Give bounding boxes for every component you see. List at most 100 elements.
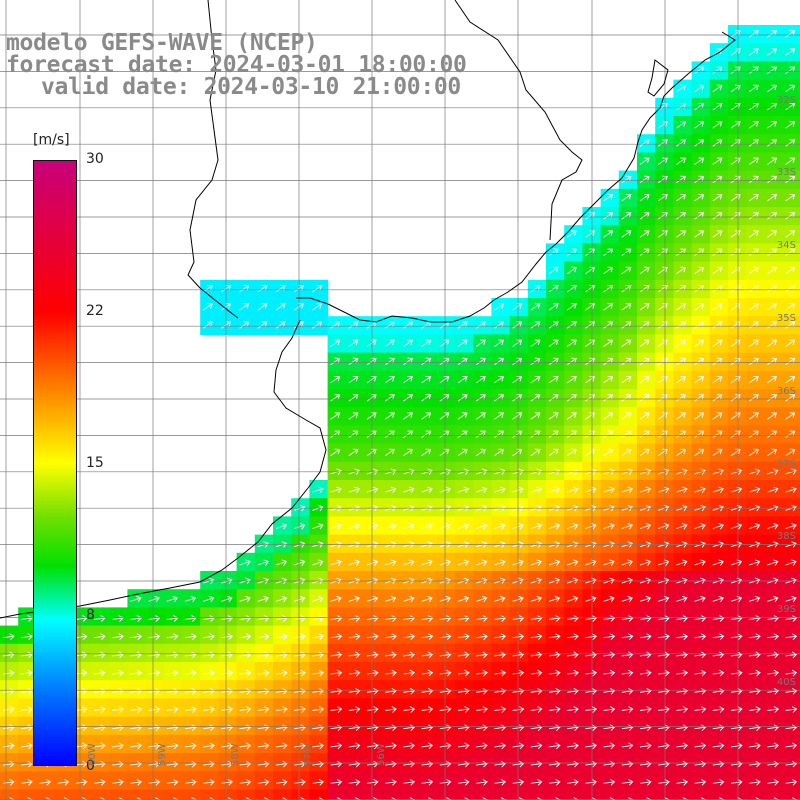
wind-arrow-icon bbox=[257, 760, 270, 768]
wind-speed-cell bbox=[491, 389, 511, 408]
wind-speed-cell bbox=[600, 552, 620, 572]
wind-arrow-icon bbox=[748, 248, 759, 256]
wind-speed-cell bbox=[0, 698, 19, 718]
wind-speed-cell bbox=[546, 370, 565, 390]
wind-speed-cell bbox=[618, 334, 638, 354]
wind-arrow-icon bbox=[275, 577, 288, 585]
wind-arrow-icon bbox=[239, 706, 252, 713]
wind-speed-cell bbox=[673, 662, 693, 681]
wind-arrow-icon bbox=[767, 230, 778, 238]
wind-arrow-icon bbox=[585, 230, 596, 238]
wind-speed-cell bbox=[546, 607, 565, 627]
wind-speed-cell bbox=[746, 643, 765, 663]
wind-arrow-icon bbox=[657, 339, 668, 347]
wind-speed-cell bbox=[655, 225, 674, 244]
wind-speed-cell bbox=[400, 589, 420, 608]
wind-speed-cell bbox=[527, 753, 547, 772]
wind-speed-cell bbox=[764, 370, 784, 390]
wind-speed-cell bbox=[163, 753, 183, 772]
wind-speed-cell bbox=[364, 352, 383, 372]
wind-speed-cell bbox=[655, 170, 674, 190]
wind-arrow-icon bbox=[148, 651, 161, 659]
wind-speed-cell bbox=[618, 261, 638, 281]
wind-arrow-icon bbox=[785, 742, 798, 750]
wind-speed-cell bbox=[0, 680, 19, 699]
wind-speed-cell bbox=[218, 698, 238, 718]
wind-arrow-icon bbox=[566, 284, 577, 293]
wind-arrow-icon bbox=[494, 412, 505, 420]
wind-arrow-icon bbox=[694, 559, 706, 566]
wind-arrow-icon bbox=[585, 357, 596, 366]
wind-speed-cell bbox=[691, 334, 711, 354]
wind-arrow-icon bbox=[421, 669, 434, 677]
wind-speed-cell bbox=[546, 734, 565, 754]
wind-arrow-icon bbox=[421, 724, 434, 732]
wind-arrow-icon bbox=[166, 687, 179, 695]
wind-arrow-icon bbox=[639, 212, 650, 220]
wind-arrow-icon bbox=[712, 48, 723, 56]
wind-arrow-icon bbox=[767, 121, 778, 129]
wind-arrow-icon bbox=[694, 230, 705, 238]
wind-arrow-icon bbox=[621, 486, 633, 494]
wind-speed-cell bbox=[509, 753, 529, 772]
wind-arrow-icon bbox=[294, 778, 306, 786]
wind-arrow-icon bbox=[749, 651, 761, 659]
wind-arrow-icon bbox=[385, 724, 397, 732]
wind-speed-cell bbox=[728, 625, 747, 645]
wind-arrow-icon bbox=[403, 541, 415, 548]
wind-arrow-icon bbox=[694, 157, 705, 165]
wind-arrow-icon bbox=[403, 742, 416, 750]
wind-speed-cell bbox=[546, 698, 565, 718]
wind-speed-cell bbox=[327, 443, 347, 463]
wind-speed-cell bbox=[436, 607, 456, 627]
wind-speed-cell bbox=[728, 170, 747, 190]
wind-speed-cell bbox=[637, 643, 656, 663]
wind-arrow-icon bbox=[548, 430, 559, 438]
wind-arrow-icon bbox=[330, 742, 343, 750]
wind-speed-cell bbox=[673, 607, 693, 627]
wind-speed-cell bbox=[455, 734, 474, 754]
wind-speed-cell bbox=[728, 134, 747, 153]
wind-arrow-icon bbox=[312, 595, 324, 603]
wind-speed-cell bbox=[273, 607, 292, 627]
wind-arrow-icon bbox=[312, 303, 323, 311]
wind-arrow-icon bbox=[348, 687, 361, 695]
wind-speed-cell bbox=[345, 716, 365, 736]
wind-arrow-icon bbox=[403, 633, 416, 641]
wind-arrow-icon bbox=[730, 266, 741, 275]
wind-speed-cell bbox=[18, 771, 37, 790]
lon-label-60w: 60W bbox=[87, 743, 98, 766]
wind-speed-cell bbox=[418, 716, 438, 736]
wind-speed-cell bbox=[782, 97, 800, 117]
wind-arrow-icon bbox=[785, 157, 796, 165]
wind-speed-cell bbox=[236, 680, 256, 699]
wind-arrow-icon bbox=[275, 541, 288, 548]
wind-speed-cell bbox=[291, 662, 310, 681]
wind-arrow-icon bbox=[603, 212, 614, 220]
wind-speed-cell bbox=[509, 480, 529, 499]
wind-speed-cell bbox=[782, 298, 800, 317]
wind-speed-cell bbox=[527, 662, 547, 681]
wind-arrow-icon bbox=[567, 541, 579, 548]
wind-speed-cell bbox=[327, 607, 347, 627]
wind-arrow-icon bbox=[275, 615, 288, 622]
wind-speed-cell bbox=[673, 316, 693, 335]
wind-arrow-icon bbox=[712, 448, 723, 457]
wind-speed-cell bbox=[309, 552, 329, 572]
wind-speed-cell bbox=[345, 316, 365, 335]
wind-speed-cell bbox=[382, 698, 401, 718]
wind-speed-cell bbox=[491, 534, 511, 554]
wind-arrow-icon bbox=[348, 468, 360, 475]
wind-speed-cell bbox=[109, 607, 128, 627]
wind-speed-cell bbox=[709, 279, 729, 299]
wind-speed-cell bbox=[345, 625, 365, 645]
wind-speed-cell bbox=[309, 607, 329, 627]
wind-speed-cell bbox=[182, 734, 201, 754]
wind-arrow-icon bbox=[548, 303, 559, 311]
wind-arrow-icon bbox=[384, 394, 395, 402]
wind-speed-cell bbox=[673, 516, 693, 536]
wind-arrow-icon bbox=[676, 486, 688, 494]
wind-speed-cell bbox=[527, 498, 547, 517]
wind-arrow-icon bbox=[567, 687, 579, 695]
